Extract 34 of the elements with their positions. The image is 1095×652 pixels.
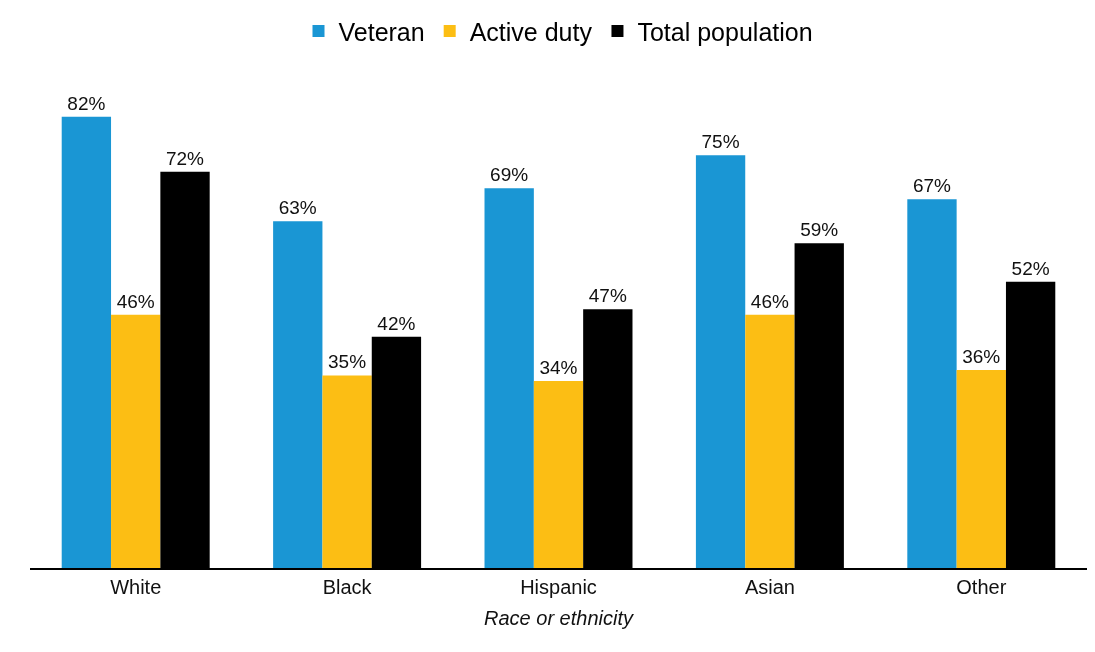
data-label: 47% [588, 285, 627, 307]
data-label: 35% [328, 351, 367, 373]
bar [695, 155, 746, 568]
data-label: 46% [750, 290, 789, 312]
legend-label: Veteran [338, 17, 425, 46]
x-tick-label: Asian [744, 576, 795, 598]
x-axis-title: Race or ethnicity [484, 607, 634, 629]
data-label: 46% [116, 290, 155, 312]
legend-label: Total population [637, 17, 813, 46]
data-label: 52% [1011, 257, 1050, 279]
data-label: 36% [962, 345, 1001, 367]
bar [533, 380, 584, 568]
x-tick-label: Hispanic [520, 576, 597, 598]
x-tick-label: Other [956, 576, 1007, 598]
data-label: 63% [278, 197, 317, 219]
data-label: 42% [377, 312, 416, 334]
data-label: 69% [490, 164, 529, 186]
bar [111, 314, 161, 568]
x-tick-label: Black [322, 576, 373, 598]
bar [322, 375, 372, 568]
data-label: 75% [701, 131, 740, 153]
data-label: 34% [539, 356, 578, 378]
data-label: 67% [912, 175, 952, 197]
data-label: 72% [165, 147, 205, 169]
legend-label: Active duty [469, 17, 593, 46]
data-label: 59% [800, 219, 839, 241]
bar [484, 188, 534, 568]
bar [907, 199, 957, 568]
bar [273, 221, 323, 568]
data-label: 82% [67, 92, 106, 114]
bar [745, 314, 795, 568]
bar [956, 369, 1006, 568]
bar [61, 116, 112, 568]
x-tick-label: White [110, 576, 162, 598]
